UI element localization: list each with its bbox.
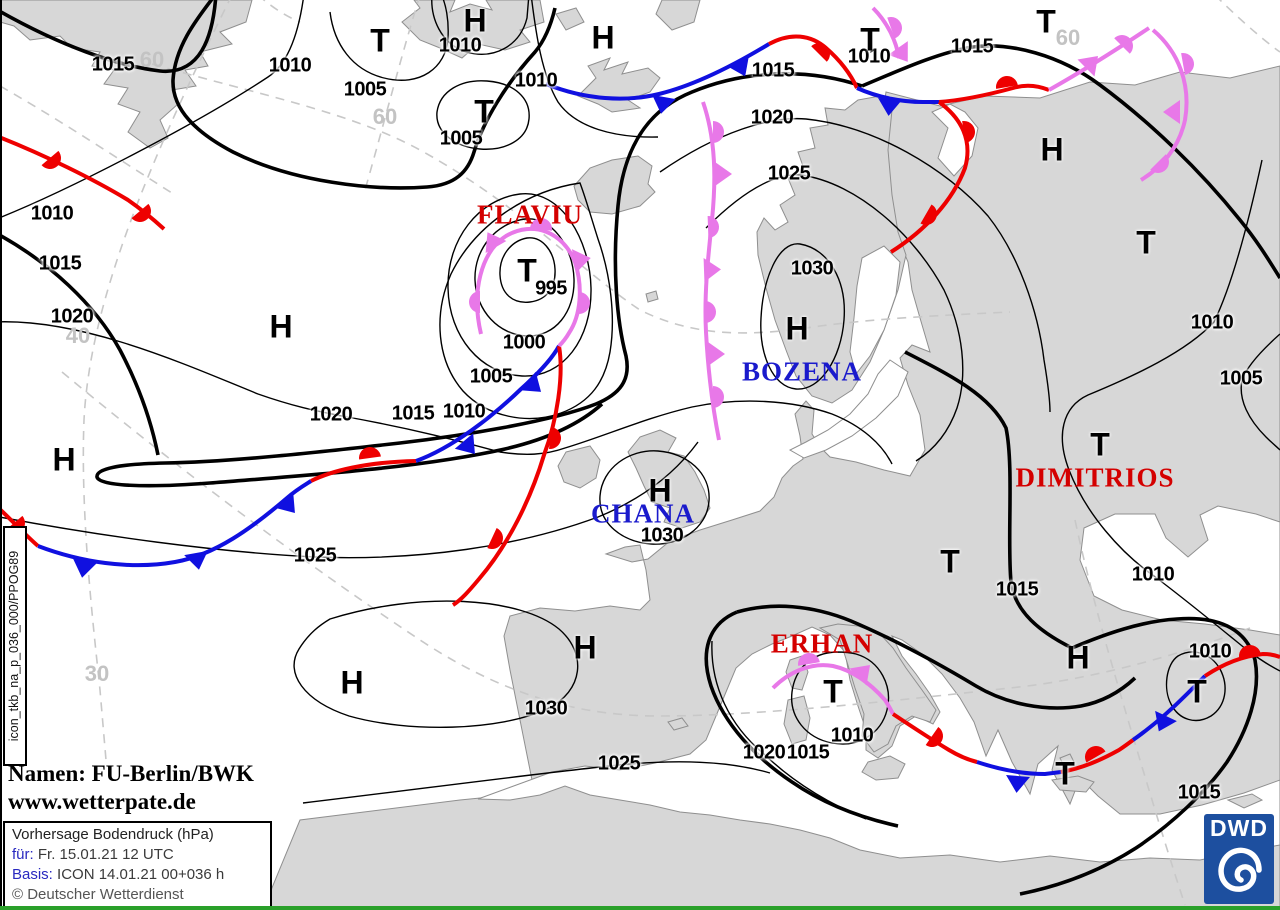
warm-front-symbol bbox=[469, 291, 480, 313]
front-line bbox=[475, 226, 582, 348]
warm-front-symbol bbox=[1181, 53, 1194, 75]
warm-front-symbol bbox=[549, 427, 561, 449]
warm-front-symbol bbox=[925, 726, 943, 747]
dwd-spiral-icon bbox=[1218, 847, 1262, 892]
info-basis: Basis: ICON 14.01.21 00+036 h bbox=[12, 865, 270, 885]
cold-front-symbol bbox=[849, 664, 871, 686]
cold-front-symbol bbox=[73, 558, 97, 578]
attribution: Namen: FU-Berlin/BWK www.wetterpate.de bbox=[8, 760, 254, 816]
front-line bbox=[1203, 651, 1280, 678]
front-line bbox=[1060, 738, 1135, 774]
cold-front-symbol bbox=[878, 97, 902, 116]
cold-front-symbol bbox=[703, 258, 721, 282]
front-line bbox=[310, 459, 417, 483]
cold-front-symbol bbox=[1006, 774, 1030, 793]
dwd-logo: DWD bbox=[1204, 814, 1274, 904]
warm-front-symbol bbox=[704, 301, 716, 323]
front-line bbox=[415, 345, 561, 463]
info-basis-value: ICON 14.01.21 00+036 h bbox=[57, 866, 225, 883]
cold-front-symbol bbox=[1077, 55, 1099, 77]
front-line bbox=[1048, 26, 1151, 92]
cold-front-symbol bbox=[727, 55, 749, 77]
warm-front-symbol bbox=[707, 216, 719, 238]
warm-front-symbol bbox=[1085, 746, 1106, 763]
cold-front-symbol bbox=[652, 94, 676, 114]
cold-front-symbol bbox=[715, 162, 732, 186]
warm-front-symbol bbox=[1239, 645, 1261, 659]
warm-front-symbol bbox=[530, 218, 552, 231]
product-id-sidebar: icon_tkb_na_p_036_000/PPOG89 bbox=[3, 526, 27, 766]
warm-front-symbol bbox=[996, 76, 1018, 89]
cold-front-symbol bbox=[184, 550, 208, 570]
warm-front-symbol bbox=[962, 121, 975, 143]
info-basis-label: Basis: bbox=[12, 866, 53, 883]
front-line bbox=[938, 83, 1050, 104]
warm-front-symbol bbox=[1114, 35, 1133, 54]
attribution-url: www.wetterpate.de bbox=[8, 789, 196, 814]
warm-front-symbol bbox=[579, 292, 590, 314]
front-line bbox=[771, 663, 895, 715]
front-line bbox=[1131, 674, 1207, 742]
front-layer bbox=[0, 6, 1280, 793]
info-for-label: für: bbox=[12, 846, 34, 863]
front-line bbox=[891, 712, 978, 764]
cold-front-symbol bbox=[520, 371, 542, 392]
product-id-text: icon_tkb_na_p_036_000/PPOG89 bbox=[7, 550, 21, 742]
forecast-info-box: Vorhersage Bodendruck (hPa) für: Fr. 15.… bbox=[3, 821, 272, 909]
cold-front-symbol bbox=[571, 249, 591, 273]
cold-front-symbol bbox=[708, 342, 725, 366]
warm-front-symbol bbox=[887, 17, 902, 39]
cold-front-symbol bbox=[485, 232, 507, 253]
map-border-bottom bbox=[0, 906, 1280, 910]
cold-front-symbol bbox=[888, 41, 908, 62]
warm-front-symbol bbox=[811, 43, 830, 62]
info-valid-time: für: Fr. 15.01.21 12 UTC bbox=[12, 845, 270, 865]
info-for-value: Fr. 15.01.21 12 UTC bbox=[37, 846, 174, 863]
cold-front-symbol bbox=[1155, 710, 1177, 732]
isobar-thin-layer bbox=[0, 0, 1280, 820]
front-line bbox=[37, 479, 313, 568]
warm-front-symbol bbox=[41, 150, 61, 169]
warm-front-symbol bbox=[798, 653, 820, 666]
info-title: Vorhersage Bodendruck (hPa) bbox=[12, 826, 214, 843]
warm-front-symbol bbox=[920, 204, 937, 225]
front-line bbox=[976, 760, 1062, 777]
dwd-logo-text: DWD bbox=[1210, 815, 1268, 841]
cold-front-symbol bbox=[274, 492, 295, 514]
attribution-names: Namen: FU-Berlin/BWK bbox=[8, 761, 254, 786]
warm-front-symbol bbox=[359, 447, 381, 460]
warm-front-symbol bbox=[1150, 154, 1169, 173]
front-line bbox=[889, 100, 970, 254]
warm-front-symbol bbox=[487, 528, 503, 549]
front-line bbox=[545, 42, 771, 101]
warm-front-symbol bbox=[713, 121, 724, 143]
warm-front-symbol bbox=[713, 386, 724, 408]
map-border-left bbox=[0, 0, 2, 906]
warm-front-symbol bbox=[131, 203, 151, 222]
front-line bbox=[0, 135, 166, 231]
cold-front-symbol bbox=[454, 433, 475, 455]
info-copyright: © Deutscher Wetterdienst bbox=[12, 886, 184, 903]
front-line bbox=[451, 345, 563, 607]
cold-front-symbol bbox=[1163, 100, 1180, 124]
